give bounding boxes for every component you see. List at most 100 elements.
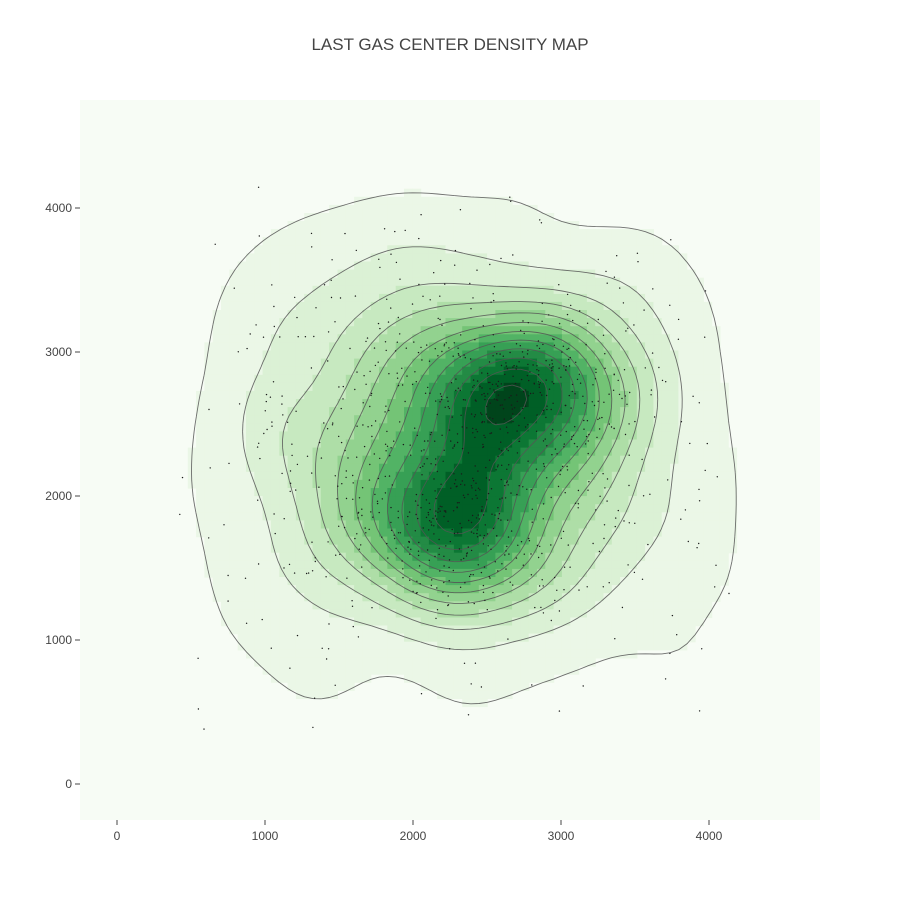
- data-point: [416, 434, 418, 437]
- data-point: [422, 465, 424, 467]
- data-point: [617, 379, 619, 382]
- data-point: [482, 443, 484, 446]
- data-point: [450, 382, 453, 384]
- data-point: [515, 557, 518, 559]
- data-point: [354, 388, 356, 391]
- data-point: [677, 318, 680, 321]
- data-point: [429, 433, 432, 436]
- data-point: [394, 230, 396, 233]
- data-point: [496, 399, 499, 401]
- data-point: [447, 604, 449, 607]
- data-point: [488, 361, 491, 363]
- data-point: [603, 401, 605, 403]
- data-point: [472, 574, 474, 576]
- data-point: [523, 332, 525, 335]
- data-point: [481, 394, 483, 396]
- data-point: [311, 472, 313, 474]
- data-point: [680, 421, 683, 423]
- contour-lines: [191, 192, 737, 705]
- data-point: [281, 472, 283, 475]
- data-point: [427, 440, 429, 442]
- data-point: [295, 489, 297, 491]
- data-point: [410, 454, 412, 456]
- data-point: [523, 391, 525, 393]
- data-point: [603, 524, 606, 526]
- data-point: [439, 318, 441, 321]
- data-point: [396, 372, 398, 374]
- data-point: [527, 424, 529, 426]
- data-point: [499, 353, 501, 355]
- data-point: [407, 515, 409, 518]
- data-point: [537, 340, 540, 342]
- data-point: [342, 398, 344, 400]
- data-point: [570, 407, 572, 409]
- data-point: [493, 346, 496, 348]
- data-point: [244, 577, 247, 579]
- data-point: [504, 484, 506, 487]
- data-point: [470, 683, 472, 685]
- data-point: [472, 427, 474, 430]
- data-point: [496, 535, 498, 537]
- data-point: [439, 570, 441, 572]
- data-point: [499, 498, 501, 500]
- data-point: [528, 537, 530, 540]
- data-point: [258, 442, 260, 444]
- data-point: [624, 395, 626, 397]
- data-point: [428, 520, 431, 522]
- data-point: [426, 458, 428, 460]
- data-point: [535, 468, 538, 470]
- data-point: [536, 365, 538, 367]
- data-point: [362, 402, 364, 404]
- data-point: [397, 316, 399, 319]
- data-point: [197, 708, 200, 710]
- data-point: [334, 684, 336, 686]
- data-point: [343, 526, 346, 529]
- data-point: [504, 497, 507, 499]
- data-point: [461, 426, 463, 428]
- data-point: [327, 331, 330, 333]
- data-point: [680, 518, 682, 520]
- data-point: [358, 548, 360, 550]
- data-point: [537, 556, 540, 559]
- data-point: [384, 411, 386, 413]
- data-point: [410, 548, 412, 550]
- data-point: [415, 513, 417, 516]
- data-point: [501, 563, 503, 565]
- data-point: [526, 374, 529, 377]
- data-point: [544, 438, 546, 440]
- data-point: [417, 550, 420, 552]
- data-point: [559, 469, 562, 471]
- data-point: [576, 378, 579, 381]
- data-point: [627, 327, 629, 329]
- data-point: [433, 272, 435, 274]
- data-point: [550, 367, 553, 369]
- data-point: [482, 325, 484, 327]
- data-point: [653, 416, 656, 418]
- data-point: [444, 283, 446, 285]
- data-point: [505, 365, 508, 367]
- data-point: [369, 463, 371, 466]
- data-point: [500, 478, 502, 481]
- data-point: [408, 511, 411, 513]
- data-point: [271, 284, 273, 286]
- data-point: [634, 420, 636, 423]
- data-point: [578, 589, 580, 591]
- data-point: [598, 550, 601, 553]
- data-point: [259, 457, 261, 460]
- data-point: [445, 545, 447, 547]
- data-point: [582, 685, 584, 687]
- data-point: [484, 395, 486, 397]
- data-point: [459, 209, 462, 211]
- data-point: [354, 295, 357, 297]
- data-point: [470, 521, 473, 524]
- data-point: [384, 475, 386, 478]
- data-point: [604, 367, 606, 369]
- y-tick-label: 2000: [45, 489, 72, 503]
- data-point: [641, 578, 644, 580]
- data-point: [388, 409, 390, 412]
- data-point: [458, 548, 461, 550]
- data-point: [397, 517, 399, 519]
- data-point: [586, 420, 589, 422]
- data-point: [434, 515, 437, 517]
- data-point: [397, 510, 399, 512]
